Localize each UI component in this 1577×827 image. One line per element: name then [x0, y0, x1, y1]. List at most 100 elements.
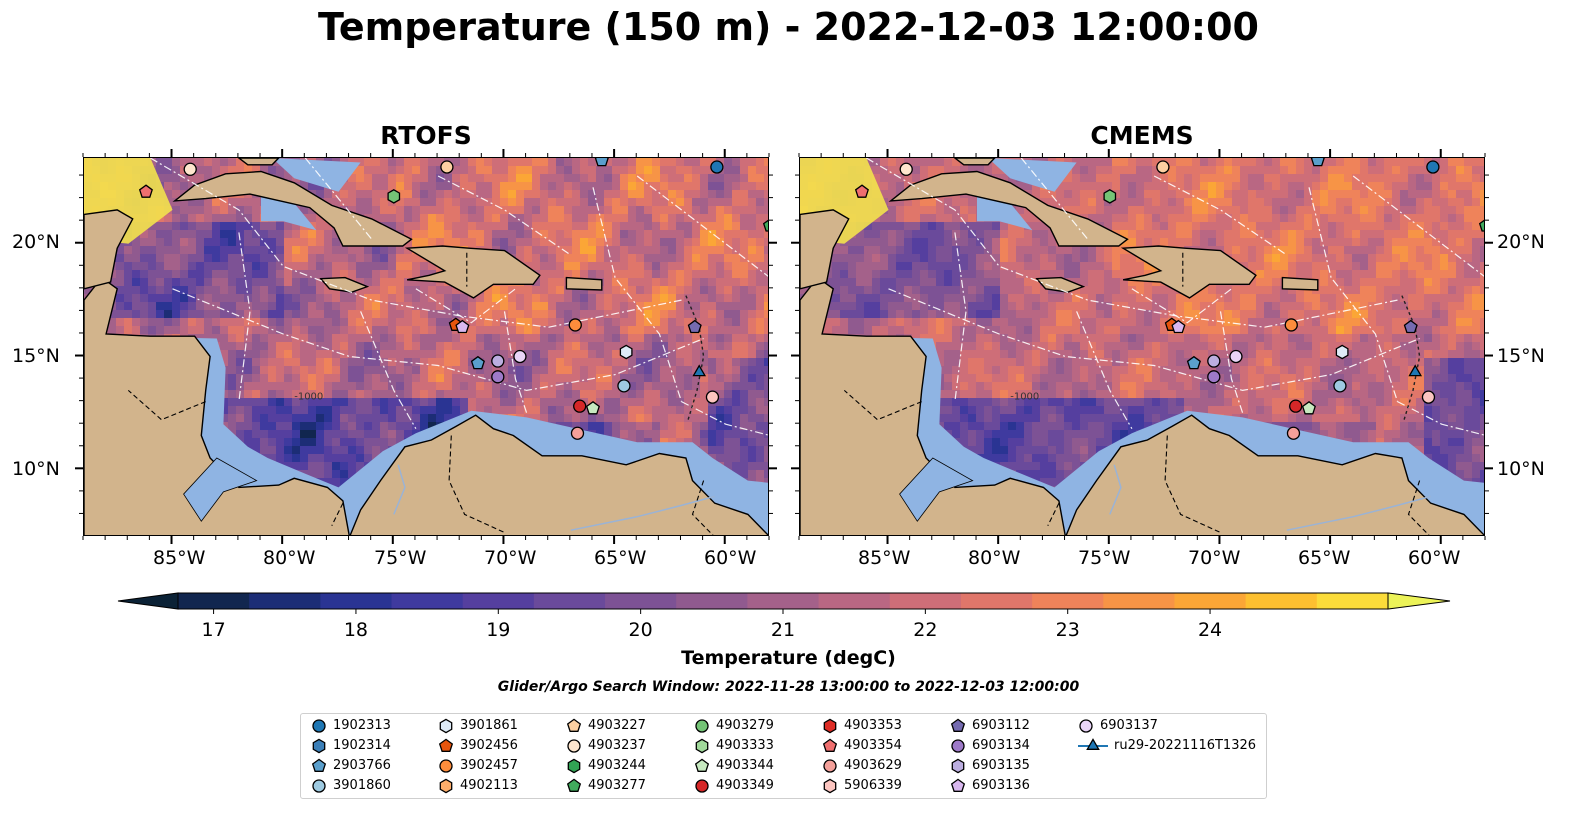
legend-item: 4903354	[822, 736, 902, 756]
colorbar-segment	[533, 593, 606, 609]
river	[570, 495, 715, 531]
lon-tick-label: 80°W	[263, 547, 316, 569]
colorbar-segment	[320, 593, 393, 609]
lon-tick-label: 70°W	[484, 547, 537, 569]
float-marker	[387, 189, 401, 204]
legend-label: 4903277	[588, 778, 646, 793]
colorbar-segment	[1174, 593, 1247, 609]
legend-label: 3902457	[460, 758, 518, 773]
lon-tick-label: 75°W	[1078, 547, 1131, 569]
colorbar-tick-label: 20	[629, 619, 653, 641]
float-marker	[585, 400, 600, 415]
legend-marker-pentagon	[694, 758, 710, 772]
florida-land	[953, 158, 996, 166]
yucatan-land	[84, 209, 134, 290]
legend-item: 3901860	[311, 776, 391, 796]
float-marker	[568, 318, 582, 332]
lat-tick-label: 15°N	[12, 345, 60, 367]
float-marker	[617, 379, 631, 393]
colorbar-segment	[1103, 593, 1175, 609]
legend-marker-circle	[695, 778, 709, 793]
cuba-land	[888, 170, 1129, 247]
legend-item: 4903244	[566, 756, 646, 776]
eez-boundary	[238, 232, 251, 402]
float-marker	[1335, 344, 1349, 360]
colorbar-segment	[178, 593, 250, 609]
map-panel-rtofs: -1000	[83, 157, 769, 536]
float-marker	[1408, 364, 1423, 377]
contour-label: -1000	[294, 391, 323, 402]
float-marker	[573, 399, 587, 413]
central-america-land	[84, 276, 350, 535]
eez-boundary	[1131, 288, 1232, 324]
float-marker	[619, 344, 633, 360]
legend-item: 3902457	[438, 756, 518, 776]
legend-item: 3902456	[438, 736, 518, 756]
colorbar-tick-label: 19	[486, 619, 510, 641]
lake	[899, 457, 974, 522]
float-marker	[1333, 379, 1347, 393]
float-marker	[491, 370, 505, 384]
legend-marker-pentagon	[566, 718, 582, 732]
lat-tick-label: 10°N	[12, 458, 60, 480]
float-marker	[854, 184, 869, 198]
colorbar-segment	[1316, 593, 1389, 609]
eez-boundary	[1153, 175, 1288, 256]
country-border	[1047, 502, 1060, 526]
jamaica-land	[1035, 276, 1086, 293]
temperature-map: -1000	[800, 158, 1484, 535]
lon-tick-label: 65°W	[594, 547, 647, 569]
river	[393, 464, 406, 515]
legend-item: 1902313	[311, 716, 391, 736]
legend-label: 4903279	[716, 718, 774, 733]
float-marker	[470, 355, 485, 370]
colorbar: 17 18 19 20 21 22 23 24	[117, 592, 1451, 641]
legend-marker-circle	[951, 738, 965, 753]
float-marker	[1229, 349, 1243, 364]
float-marker	[687, 319, 702, 334]
legend-marker-pentagon	[566, 778, 582, 792]
legend-item: 4903333	[694, 736, 774, 756]
float-marker	[513, 349, 527, 364]
lon-tick-label: 80°W	[968, 547, 1021, 569]
legend-item: 4903353	[822, 716, 902, 736]
eez-boundary	[888, 288, 1420, 392]
float-marker	[1186, 355, 1201, 370]
legend-marker-hexagon	[439, 718, 453, 733]
legend-label: 1902314	[333, 738, 391, 753]
float-marker	[138, 184, 153, 198]
eez-boundary	[592, 187, 683, 402]
legend-marker-circle	[312, 778, 326, 793]
eez-boundary	[172, 288, 704, 392]
legend-item: 5906339	[822, 776, 902, 796]
float-marker	[1421, 390, 1436, 404]
shelf-area	[988, 158, 1077, 192]
country-border	[691, 480, 714, 535]
legend-item: 6903134	[950, 736, 1030, 756]
eez-boundary	[636, 175, 768, 277]
legend-label: 1902313	[333, 718, 391, 733]
float-marker	[440, 160, 454, 174]
shelf-area	[272, 158, 361, 192]
isobath	[1401, 295, 1421, 420]
legend-marker-pentagon	[822, 738, 838, 752]
panel-title-rtofs: RTOFS	[380, 121, 472, 150]
colorbar-tick-label: 21	[771, 619, 795, 641]
colorbar-segment	[462, 593, 535, 609]
florida-land	[237, 158, 280, 166]
legend-label: 4903244	[588, 758, 646, 773]
legend-item: ru29-20221116T1326	[1078, 736, 1256, 756]
legend-marker-hexagon	[567, 758, 581, 773]
float-marker	[1301, 400, 1316, 415]
search-window-text: Glider/Argo Search Window: 2022-11-28 13…	[497, 679, 1080, 695]
lat-tick-label: 10°N	[1497, 458, 1545, 480]
figure-title: Temperature (150 m) - 2022-12-03 12:00:0…	[317, 5, 1259, 49]
colorbar-segment	[889, 593, 962, 609]
shelf-area	[977, 191, 1033, 231]
legend-item: 4902113	[438, 776, 518, 796]
float-marker	[1103, 189, 1117, 204]
lat-tick-label: 20°N	[12, 231, 60, 253]
float-marker	[1284, 318, 1298, 332]
float-marker	[455, 319, 470, 334]
legend-label: 4903354	[844, 738, 902, 753]
